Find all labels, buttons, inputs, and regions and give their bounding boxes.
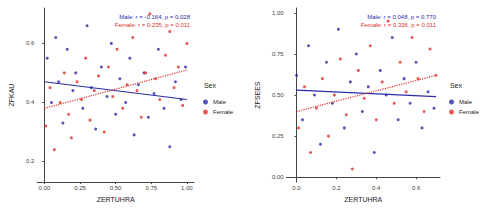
svg-text:0.2: 0.2 xyxy=(332,185,341,191)
svg-text:Female: r = 0.235, p = 0.011: Female: r = 0.235, p = 0.011 xyxy=(115,22,191,28)
svg-text:0.00: 0.00 xyxy=(272,174,284,180)
svg-text:0.25: 0.25 xyxy=(74,185,86,191)
svg-text:Male: Male xyxy=(459,99,473,105)
svg-text:0.25: 0.25 xyxy=(272,133,284,139)
svg-text:Sex: Sex xyxy=(450,82,463,89)
svg-text:0.75: 0.75 xyxy=(272,51,284,57)
svg-text:0.75: 0.75 xyxy=(145,185,157,191)
svg-text:ZERTUHRA: ZERTUHRA xyxy=(344,196,382,203)
svg-text:Female: Female xyxy=(213,109,234,115)
svg-text:ZFSEES: ZFSEES xyxy=(254,81,261,109)
svg-text:1.00: 1.00 xyxy=(272,10,284,16)
svg-text:0.00: 0.00 xyxy=(39,185,51,191)
svg-text:Male: Male xyxy=(213,99,227,105)
svg-text:Male: r = 0.048, p = 0.770: Male: r = 0.048, p = 0.770 xyxy=(367,14,436,20)
svg-text:0.50: 0.50 xyxy=(272,92,284,98)
svg-text:0.4: 0.4 xyxy=(26,99,35,105)
svg-text:0.50: 0.50 xyxy=(110,185,122,191)
svg-text:ZFKAU: ZFKAU xyxy=(8,84,15,107)
svg-text:Female: r = 0.336, p = 0.011: Female: r = 0.336, p = 0.011 xyxy=(361,22,437,28)
svg-text:0.6: 0.6 xyxy=(412,185,421,191)
svg-text:0.4: 0.4 xyxy=(372,185,381,191)
svg-text:Sex: Sex xyxy=(204,82,217,89)
svg-text:ZERTUHRA: ZERTUHRA xyxy=(97,196,135,203)
svg-text:0.0: 0.0 xyxy=(292,185,301,191)
svg-text:0.2: 0.2 xyxy=(26,158,35,164)
svg-text:Female: Female xyxy=(459,109,480,115)
svg-text:0.6: 0.6 xyxy=(26,40,35,46)
svg-text:1.00: 1.00 xyxy=(181,185,193,191)
svg-text:Male: r = -0.164, p = 0.028: Male: r = -0.164, p = 0.028 xyxy=(119,14,190,20)
